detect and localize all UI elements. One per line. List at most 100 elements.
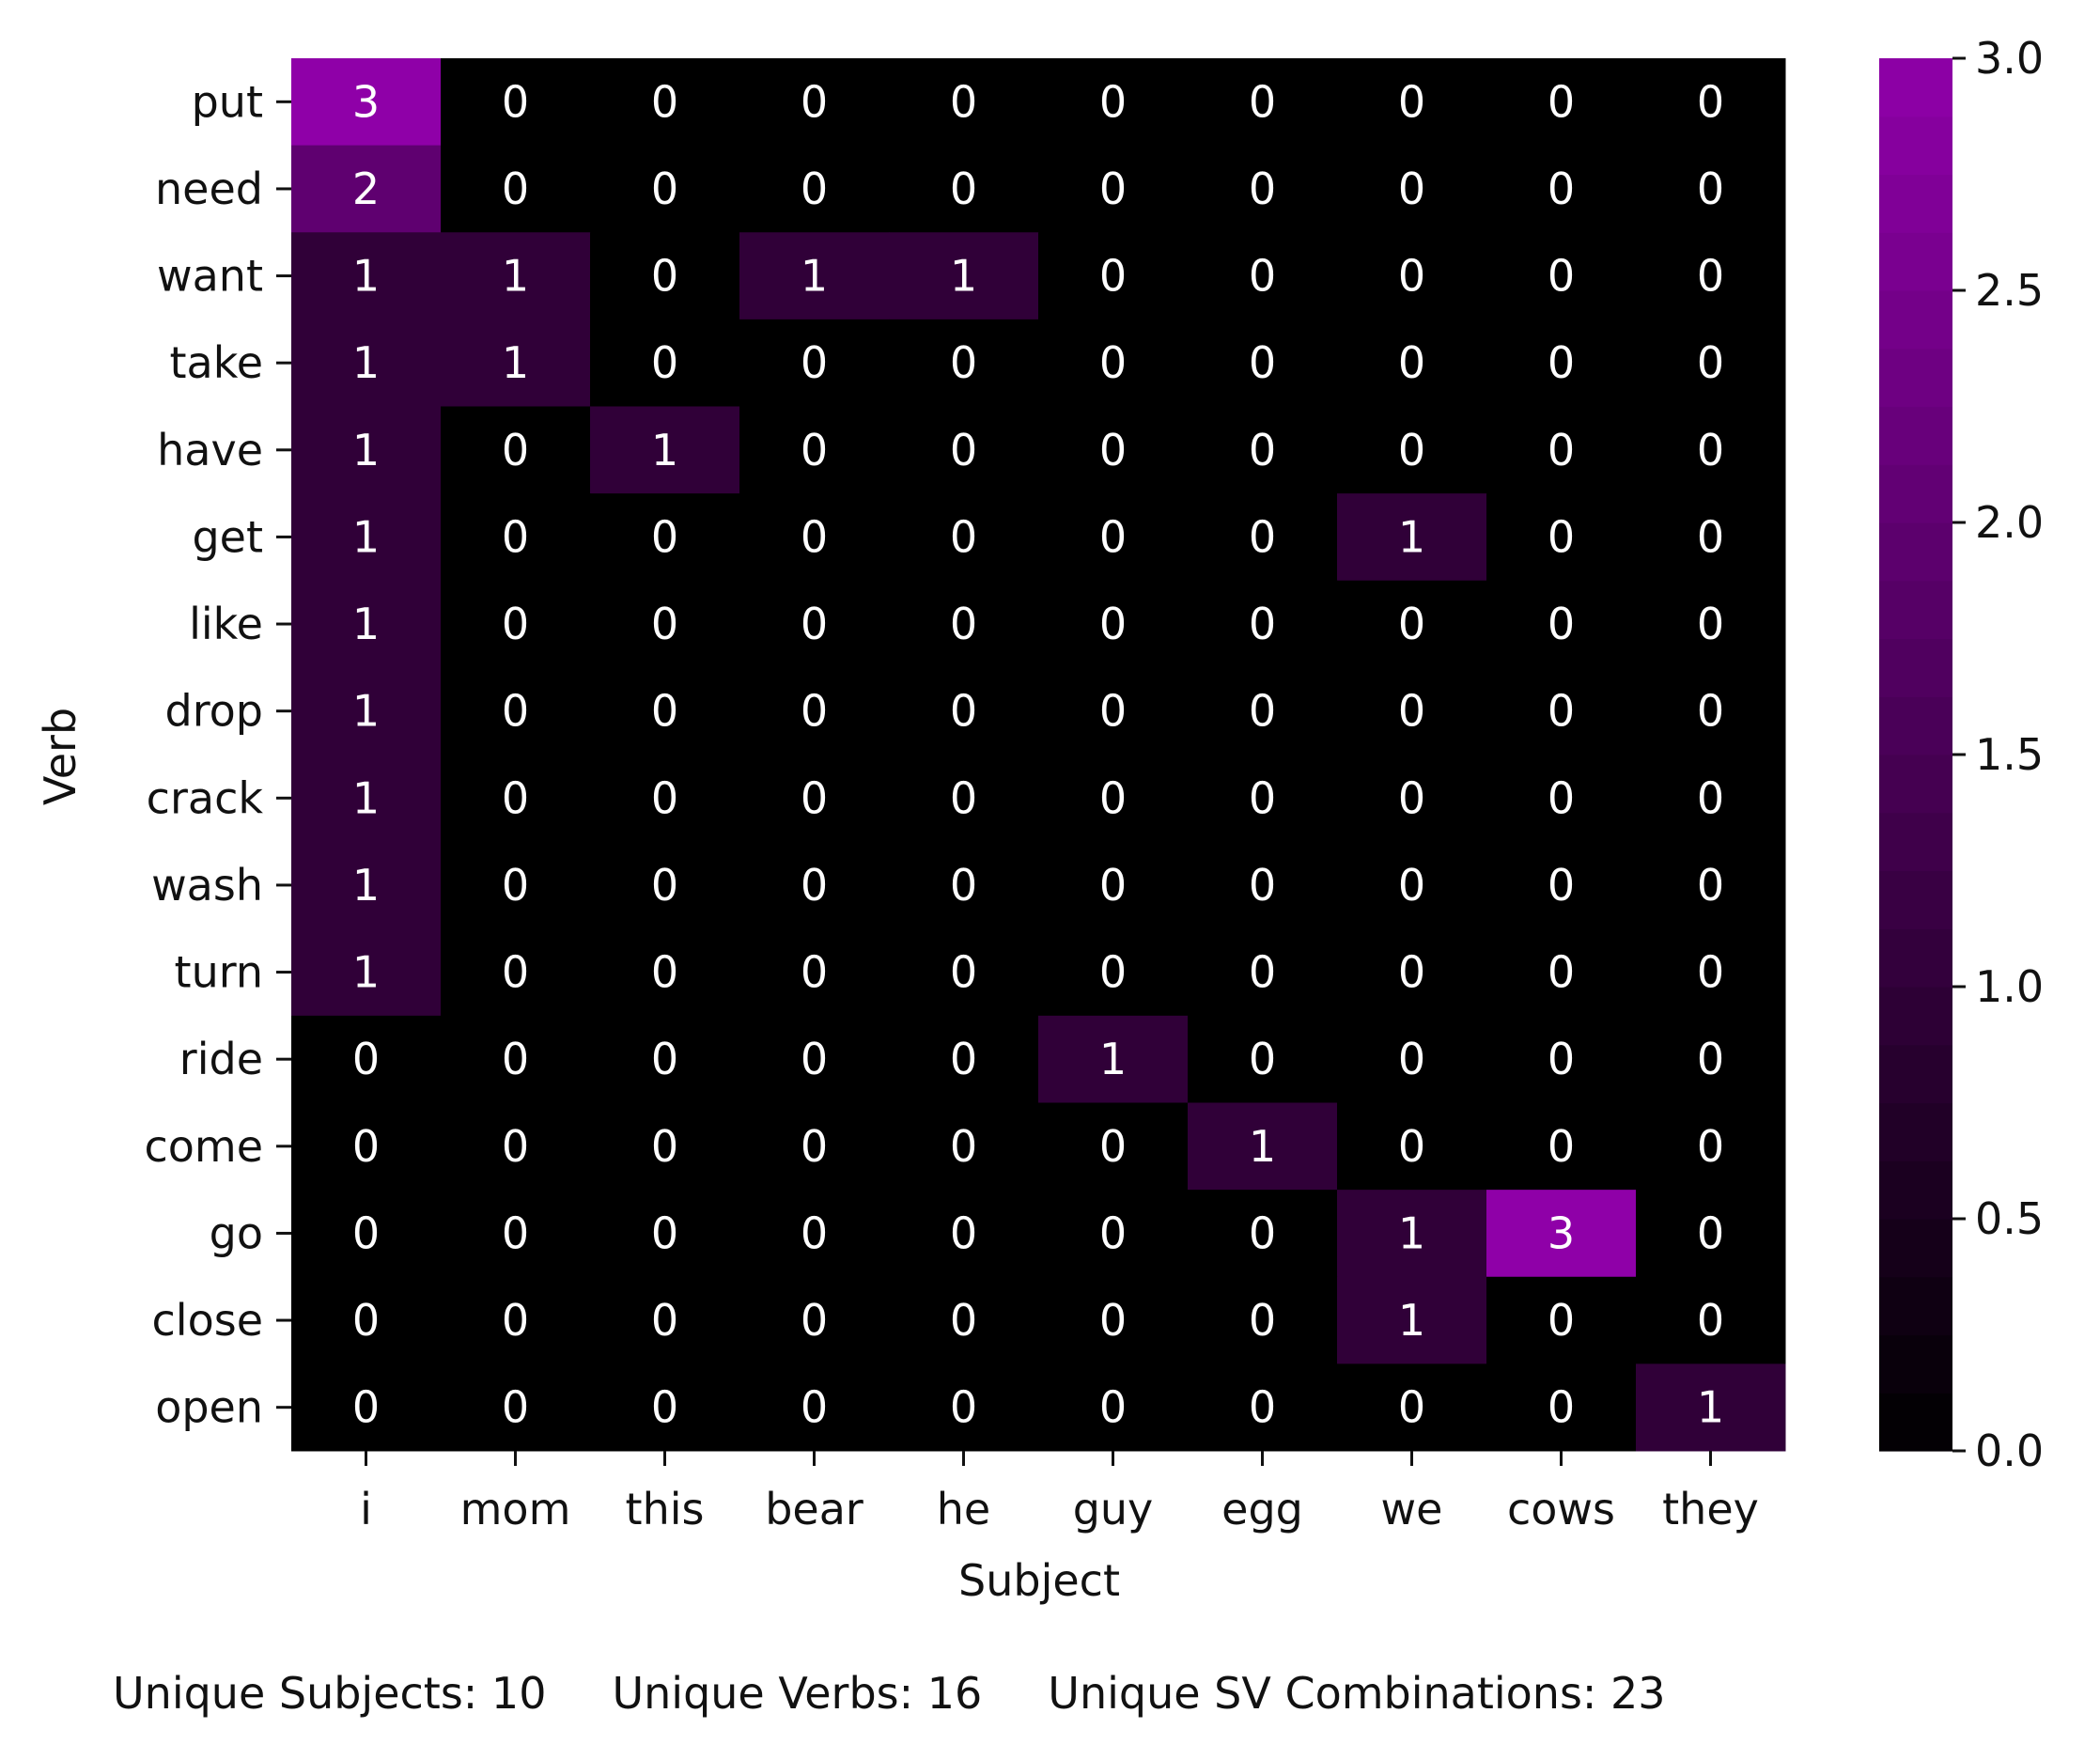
heatmap-cell: [1337, 232, 1487, 320]
heatmap-cell: [291, 841, 442, 929]
y-tick-label: open: [155, 1382, 263, 1433]
summary-stats: Unique Subjects: 10 Unique Verbs: 16 Uniqu…: [113, 1668, 1666, 1719]
cell-value-label: 3: [1548, 1207, 1575, 1258]
cell-value-label: 0: [1697, 164, 1724, 214]
cell-value-label: 0: [352, 1295, 380, 1346]
colorbar-segment: [1879, 1044, 1952, 1104]
cell-value-label: 0: [1398, 772, 1425, 823]
cell-value-label: 0: [1697, 337, 1724, 388]
heatmap-cell: [441, 319, 591, 407]
heatmap-cell: [1188, 928, 1338, 1017]
heatmap-cell: [1337, 1276, 1487, 1364]
y-tick-label: drop: [165, 686, 263, 737]
heatmap-cell: [739, 841, 890, 929]
heatmap-cell: [889, 1015, 1039, 1103]
cell-value-label: 0: [502, 599, 529, 649]
cell-value-label: 0: [801, 1034, 828, 1084]
heatmap-cell: [1486, 145, 1637, 233]
cell-value-label: 0: [950, 511, 977, 562]
cell-value-label: 0: [502, 511, 529, 562]
heatmap-cell: [291, 1276, 442, 1364]
cell-value-label: 0: [1099, 1382, 1127, 1433]
heatmap-cell: [889, 1276, 1039, 1364]
heatmap-cell: [291, 1190, 442, 1278]
colorbar-segment: [1879, 1219, 1952, 1278]
cell-value-label: 0: [651, 947, 678, 998]
heatmap-cell: [441, 1276, 591, 1364]
y-tick-label: ride: [179, 1034, 263, 1084]
cell-value-label: 1: [651, 425, 678, 475]
heatmap-cell: [889, 580, 1039, 668]
heatmap-cell: [441, 1015, 591, 1103]
heatmap-cell: [291, 1015, 442, 1103]
cell-value-label: 0: [502, 1295, 529, 1346]
cell-value-label: 0: [801, 1382, 828, 1433]
cell-value-label: 0: [352, 1382, 380, 1433]
heatmap-cell: [291, 667, 442, 755]
cell-value-label: 0: [950, 337, 977, 388]
heatmap-cell: [590, 493, 740, 582]
heatmap-cell: [1636, 58, 1786, 147]
heatmap-cell: [441, 145, 591, 233]
heatmap-cell: [1038, 841, 1189, 929]
colorbar-segment: [1879, 290, 1952, 350]
cell-value-label: 0: [1099, 76, 1127, 127]
cell-value-label: 0: [950, 76, 977, 127]
heatmap-cell: [1337, 319, 1487, 407]
cell-value-label: 0: [651, 164, 678, 214]
cell-value-label: 1: [950, 251, 977, 302]
cell-value-label: 0: [1548, 511, 1575, 562]
heatmap-cell: [590, 1276, 740, 1364]
heatmap-cell: [739, 1015, 890, 1103]
cell-value-label: 0: [1249, 772, 1276, 823]
heatmap-cell: [590, 928, 740, 1017]
cell-value-label: 2: [352, 164, 380, 214]
heatmap-cell: [590, 1363, 740, 1452]
cell-value-label: 1: [352, 599, 380, 649]
cell-value-label: 1: [352, 772, 380, 823]
cell-value-label: 0: [1099, 425, 1127, 475]
colorbar-tick-label: 0.0: [1975, 1425, 2044, 1476]
heatmap-cell: [889, 755, 1039, 843]
cell-value-label: 0: [502, 1207, 529, 1258]
y-tick-label: need: [155, 164, 263, 214]
cell-value-label: 0: [801, 337, 828, 388]
cell-value-label: 0: [651, 511, 678, 562]
cell-value-label: 0: [502, 76, 529, 127]
heatmap-cell: [889, 1102, 1039, 1191]
heatmap-cell: [590, 145, 740, 233]
cell-value-label: 0: [651, 251, 678, 302]
heatmap-cell: [291, 319, 442, 407]
heatmap-cell: [441, 493, 591, 582]
colorbar-tick-label: 0.5: [1975, 1193, 2044, 1244]
colorbar-segment: [1879, 580, 1952, 640]
heatmap-cell: [739, 755, 890, 843]
heatmap-cell: [889, 928, 1039, 1017]
heatmap-cell: [1038, 1363, 1189, 1452]
heatmap-cell: [1038, 406, 1189, 494]
cell-value-label: 0: [1398, 860, 1425, 911]
heatmap-cell: [291, 1102, 442, 1191]
heatmap-cell: [1486, 1015, 1637, 1103]
heatmap-cell: [441, 406, 591, 494]
cell-value-label: 0: [1398, 337, 1425, 388]
heatmap-cell: [1188, 406, 1338, 494]
heatmap-cell: [291, 145, 442, 233]
unique-combinations-stat: Unique SV Combinations: 23: [1048, 1668, 1666, 1719]
cell-value-label: 0: [1697, 1034, 1724, 1084]
colorbar-tick-label: 1.5: [1975, 729, 2044, 780]
heatmap-cell: [1188, 493, 1338, 582]
cell-value-label: 1: [1398, 1295, 1425, 1346]
heatmap-cells: [291, 58, 1786, 1452]
heatmap-cell: [291, 580, 442, 668]
cell-value-label: 0: [1398, 164, 1425, 214]
cell-value-label: 0: [651, 772, 678, 823]
heatmap-cell: [1038, 319, 1189, 407]
colorbar-segment: [1879, 58, 1952, 117]
cell-value-label: 1: [1398, 1207, 1425, 1258]
heatmap-cell: [739, 232, 890, 320]
cell-value-label: 0: [1099, 1295, 1127, 1346]
cell-value-label: 1: [352, 337, 380, 388]
cell-value-label: 0: [1398, 947, 1425, 998]
cell-value-label: 0: [801, 1121, 828, 1172]
